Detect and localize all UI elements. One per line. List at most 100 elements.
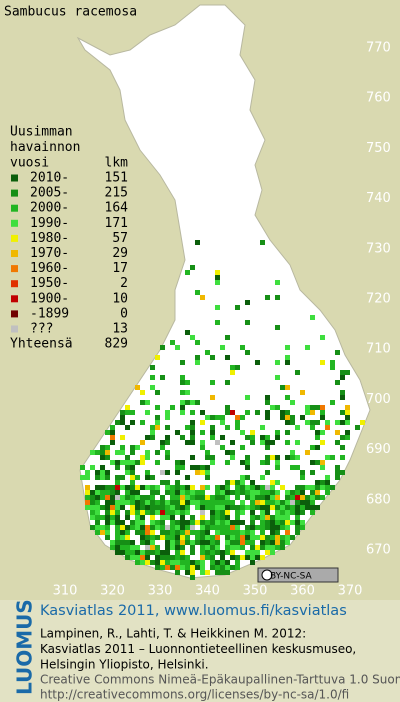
observation-square [200, 530, 205, 535]
observation-square [115, 485, 120, 490]
observation-square [160, 500, 165, 505]
observation-square [210, 430, 215, 435]
observation-square [250, 555, 255, 560]
observation-square [310, 405, 315, 410]
observation-square [215, 280, 220, 285]
observation-square [180, 510, 185, 515]
observation-square [130, 420, 135, 425]
observation-square [315, 505, 320, 510]
observation-square [185, 485, 190, 490]
observation-square [260, 555, 265, 560]
observation-square [195, 535, 200, 540]
y-axis-label: 760 [366, 91, 391, 106]
observation-square [130, 525, 135, 530]
observation-square [170, 555, 175, 560]
observation-square [130, 495, 135, 500]
observation-square [265, 400, 270, 405]
observation-square [300, 495, 305, 500]
observation-square [175, 495, 180, 500]
observation-square [190, 410, 195, 415]
observation-square [265, 495, 270, 500]
observation-square [290, 495, 295, 500]
observation-square [185, 380, 190, 385]
observation-square [235, 530, 240, 535]
observation-square [195, 465, 200, 470]
observation-square [185, 390, 190, 395]
observation-square [160, 480, 165, 485]
observation-square [175, 555, 180, 560]
observation-square [135, 530, 140, 535]
observation-square [245, 490, 250, 495]
observation-square [210, 515, 215, 520]
observation-square [250, 510, 255, 515]
observation-square [175, 525, 180, 530]
observation-square [125, 460, 130, 465]
observation-square [260, 460, 265, 465]
observation-square [210, 380, 215, 385]
observation-square [280, 520, 285, 525]
observation-square [170, 545, 175, 550]
observation-square [135, 475, 140, 480]
observation-square [315, 405, 320, 410]
observation-square [210, 505, 215, 510]
observation-square [285, 430, 290, 435]
observation-square [95, 520, 100, 525]
observation-square [180, 515, 185, 520]
observation-square [225, 530, 230, 535]
observation-square [155, 420, 160, 425]
observation-square [230, 505, 235, 510]
observation-square [240, 520, 245, 525]
observation-square [275, 325, 280, 330]
observation-square [255, 525, 260, 530]
observation-square [280, 485, 285, 490]
observation-square [285, 515, 290, 520]
observation-square [120, 540, 125, 545]
y-axis-label: 750 [366, 141, 391, 156]
observation-square [345, 370, 350, 375]
observation-square [135, 515, 140, 520]
legend-label: -1899 [30, 306, 69, 321]
observation-square [240, 475, 245, 480]
observation-square [295, 515, 300, 520]
observation-square [325, 475, 330, 480]
observation-square [275, 545, 280, 550]
observation-square [145, 525, 150, 530]
observation-square [240, 500, 245, 505]
observation-square [215, 565, 220, 570]
observation-square [100, 465, 105, 470]
observation-square [325, 425, 330, 430]
observation-square [325, 455, 330, 460]
observation-square [145, 435, 150, 440]
observation-square [190, 420, 195, 425]
observation-square [275, 405, 280, 410]
observation-square [270, 520, 275, 525]
observation-square [245, 460, 250, 465]
observation-square [265, 500, 270, 505]
observation-square [155, 405, 160, 410]
observation-square [230, 555, 235, 560]
observation-square [100, 505, 105, 510]
observation-square [145, 495, 150, 500]
observation-square [230, 410, 235, 415]
observation-square [160, 505, 165, 510]
observation-square [125, 515, 130, 520]
observation-square [285, 490, 290, 495]
observation-square [150, 525, 155, 530]
observation-square [225, 515, 230, 520]
observation-square [210, 565, 215, 570]
observation-square [275, 295, 280, 300]
observation-square [165, 425, 170, 430]
observation-square [85, 475, 90, 480]
observation-square [320, 465, 325, 470]
observation-square [285, 385, 290, 390]
observation-square [265, 470, 270, 475]
observation-square [110, 505, 115, 510]
observation-square [145, 485, 150, 490]
observation-square [150, 500, 155, 505]
observation-square [115, 520, 120, 525]
observation-square [165, 535, 170, 540]
observation-square [245, 465, 250, 470]
observation-square [85, 470, 90, 475]
observation-square [345, 415, 350, 420]
